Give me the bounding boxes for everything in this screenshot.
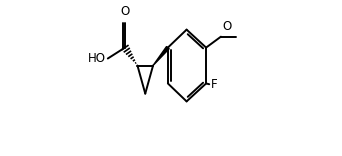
Text: F: F (211, 78, 218, 91)
Polygon shape (153, 46, 169, 66)
Text: O: O (223, 20, 232, 33)
Text: HO: HO (88, 52, 106, 65)
Text: O: O (120, 5, 130, 18)
